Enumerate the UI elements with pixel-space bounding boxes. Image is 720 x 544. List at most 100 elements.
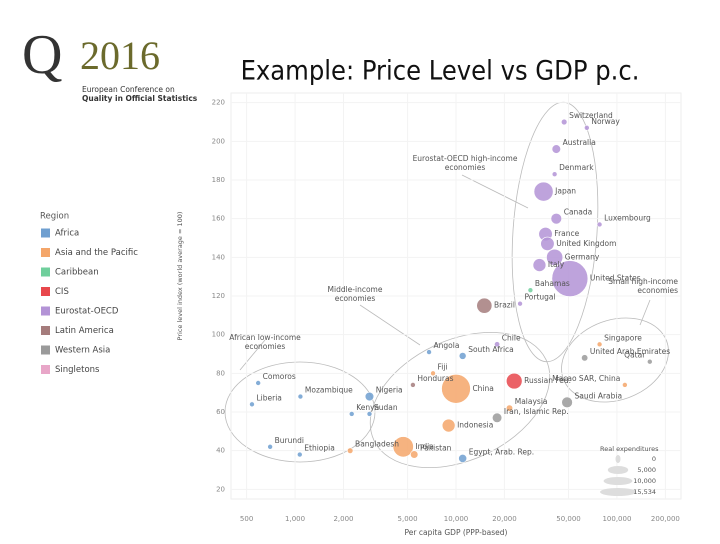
bubble bbox=[551, 171, 558, 177]
legend-label: Singletons bbox=[55, 365, 100, 375]
annotation-line: economies bbox=[335, 294, 376, 303]
data-label: Mozambique bbox=[305, 386, 353, 395]
annotation: Eurostat-OECD high-income economies bbox=[413, 154, 518, 172]
slide-title: Example: Price Level vs GDP p.c. bbox=[241, 56, 640, 87]
legend-swatch bbox=[41, 228, 50, 238]
bubble bbox=[366, 411, 373, 417]
data-label: Bahamas bbox=[535, 279, 570, 288]
bubble bbox=[346, 447, 354, 454]
data-label: United Arab Emirates bbox=[590, 347, 670, 356]
data-label: United Kingdom bbox=[556, 239, 616, 248]
legend-label: Latin America bbox=[55, 326, 114, 336]
logo-q: Q bbox=[22, 24, 62, 86]
bubble bbox=[550, 212, 563, 225]
legend-label: CIS bbox=[55, 287, 69, 297]
legend-swatch bbox=[41, 306, 50, 316]
bubble bbox=[430, 370, 436, 377]
bubble bbox=[596, 221, 603, 228]
y-tick-label: 80 bbox=[216, 369, 225, 377]
y-tick-label: 20 bbox=[216, 485, 225, 493]
legend-swatch bbox=[41, 287, 50, 296]
x-tick-label: 10,000 bbox=[444, 515, 469, 523]
bubble bbox=[364, 391, 375, 402]
size-key-label: 0 bbox=[652, 455, 656, 463]
data-label: Saudi Arabia bbox=[574, 391, 622, 400]
bubble bbox=[296, 451, 303, 458]
leader bbox=[359, 304, 421, 346]
bubble bbox=[506, 372, 523, 390]
size-key bbox=[603, 477, 633, 485]
data-label: Nigeria bbox=[376, 386, 403, 395]
annotation-line: economies bbox=[445, 163, 486, 172]
data-label: Pakistan bbox=[420, 444, 452, 453]
bubble bbox=[476, 297, 493, 314]
size-key-label: 10,000 bbox=[633, 477, 656, 485]
bubble bbox=[267, 443, 273, 450]
annotation-line: Middle-income bbox=[328, 285, 383, 294]
x-tick-label: 500 bbox=[240, 515, 253, 523]
data-label: Liberia bbox=[256, 393, 281, 402]
legend-label: Asia and the Pacific bbox=[55, 248, 138, 258]
size-key-label: 15,534 bbox=[633, 488, 656, 496]
data-label: Sudan bbox=[374, 403, 398, 412]
y-tick-label: 160 bbox=[212, 215, 225, 223]
bubble bbox=[441, 374, 471, 404]
x-axis-title: Per capita GDP (PPP-based) bbox=[405, 528, 508, 537]
data-label: Brazil bbox=[494, 301, 515, 310]
legend-swatch bbox=[41, 365, 50, 374]
bubble bbox=[551, 260, 589, 297]
data-label: Italy bbox=[548, 260, 565, 269]
bubble bbox=[622, 382, 628, 388]
y-tick-label: 140 bbox=[212, 253, 225, 261]
annotation: Middle-income economies bbox=[328, 285, 383, 303]
data-label: India bbox=[415, 442, 433, 451]
bubble bbox=[494, 341, 501, 348]
bubble bbox=[491, 412, 503, 423]
x-tick-label: 200,000 bbox=[651, 515, 680, 523]
size-legend-title: Real expenditures bbox=[600, 445, 659, 453]
logo-line: Quality in Official Statistics bbox=[82, 94, 198, 103]
data-label: Australia bbox=[563, 138, 596, 147]
legend-label: Africa bbox=[55, 229, 79, 239]
data-label: Luxembourg bbox=[604, 213, 651, 222]
data-label: Macao SAR, China bbox=[552, 374, 620, 383]
bubble bbox=[348, 411, 355, 417]
leader bbox=[639, 299, 651, 326]
data-label: Kenya bbox=[356, 403, 379, 412]
bubble bbox=[458, 454, 468, 463]
bubble bbox=[249, 401, 255, 408]
x-tick-label: 1,000 bbox=[285, 515, 305, 523]
bubble bbox=[410, 382, 416, 388]
bubble bbox=[596, 341, 603, 348]
logo-line: European Conference on bbox=[82, 85, 175, 94]
y-tick-label: 200 bbox=[212, 137, 225, 145]
data-label: Fiji bbox=[438, 362, 448, 371]
x-tick-label: 20,000 bbox=[492, 515, 517, 523]
bubble bbox=[561, 396, 573, 409]
y-tick-label: 180 bbox=[212, 176, 225, 184]
x-tick-label: 100,000 bbox=[602, 515, 631, 523]
x-tick-label: 2,000 bbox=[333, 515, 353, 523]
data-label: China bbox=[472, 384, 493, 393]
size-key bbox=[607, 466, 629, 474]
data-label: Indonesia bbox=[457, 421, 493, 430]
data-label: Comoros bbox=[263, 372, 296, 381]
y-tick-label: 120 bbox=[212, 292, 225, 300]
y-tick-label: 40 bbox=[216, 447, 225, 455]
legend-label: Eurostat-OECD bbox=[55, 307, 119, 317]
logo-year: 2016 bbox=[80, 33, 160, 78]
bubble bbox=[546, 248, 564, 266]
annotation-line: African low-income bbox=[229, 333, 301, 342]
legend-swatch bbox=[41, 248, 50, 257]
data-label: Canada bbox=[564, 208, 593, 217]
size-key bbox=[615, 455, 621, 463]
data-label: Iran, Islamic Rep. bbox=[504, 407, 569, 416]
data-label: Egypt, Arab. Rep. bbox=[469, 447, 534, 456]
bubble bbox=[584, 124, 590, 131]
data-label: Germany bbox=[565, 252, 600, 261]
bubble bbox=[532, 258, 547, 272]
data-label: Bangladesh bbox=[355, 440, 399, 449]
data-label: Qatar bbox=[624, 351, 646, 360]
legend-label: Western Asia bbox=[55, 346, 110, 356]
